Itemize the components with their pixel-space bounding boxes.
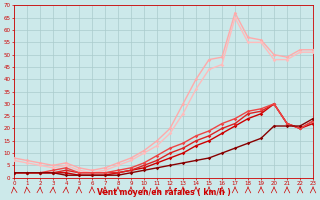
- X-axis label: Vent moyen/en rafales ( km/h ): Vent moyen/en rafales ( km/h ): [97, 188, 230, 197]
